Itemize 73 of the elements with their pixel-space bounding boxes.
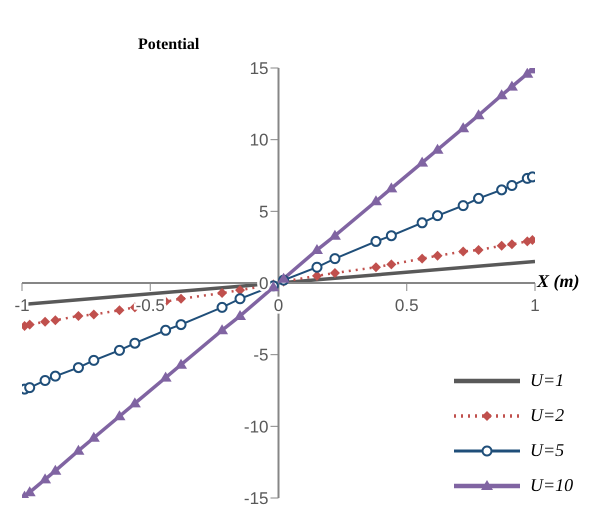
point [234, 310, 246, 320]
point [73, 310, 84, 321]
point [50, 315, 60, 326]
point [474, 245, 484, 256]
point [278, 272, 290, 283]
point [39, 473, 52, 484]
y-tick-label: 5 [259, 202, 268, 222]
point [385, 182, 398, 192]
point [128, 397, 141, 408]
x-tick-label: 1 [530, 296, 540, 316]
point [88, 354, 100, 366]
point [176, 319, 187, 330]
y-tick-label: 0 [259, 274, 268, 294]
point [40, 374, 51, 386]
point [432, 250, 443, 261]
point [330, 268, 340, 278]
y-tick-label: -5 [253, 346, 268, 365]
point [113, 410, 126, 420]
point [49, 464, 62, 475]
point [472, 109, 485, 120]
chart-title: Potential [138, 36, 200, 54]
legend-label: U=5 [530, 440, 566, 461]
y-tick-label: -10 [244, 417, 268, 436]
point [506, 80, 518, 91]
point [432, 210, 444, 222]
point [473, 192, 484, 204]
point [114, 305, 124, 316]
point [329, 253, 340, 264]
point [328, 230, 341, 240]
point [50, 370, 61, 382]
point [88, 432, 100, 442]
point [506, 239, 517, 250]
point [416, 156, 428, 167]
point [24, 382, 36, 394]
point [370, 195, 382, 206]
point [310, 244, 323, 254]
point [160, 324, 172, 336]
point [386, 259, 396, 270]
point [386, 230, 397, 242]
point [176, 294, 186, 304]
point [217, 288, 228, 298]
point [72, 362, 84, 374]
point [72, 444, 84, 455]
point [216, 302, 228, 313]
point [311, 262, 322, 273]
legend-label: U=2 [530, 405, 566, 426]
point [496, 89, 508, 100]
point [458, 200, 469, 212]
point [506, 180, 518, 192]
point [458, 246, 468, 256]
point [114, 344, 125, 356]
point [129, 338, 140, 349]
point [457, 122, 470, 132]
point [88, 310, 99, 320]
point [416, 217, 428, 228]
point [496, 240, 507, 251]
x-tick-label: 0.5 [394, 296, 419, 316]
point [417, 254, 428, 264]
point [40, 316, 50, 327]
legend-label: U=1 [530, 370, 566, 391]
x-axis-title: X (m) [537, 271, 580, 292]
legend-label: U=10 [530, 475, 574, 496]
point [234, 293, 246, 304]
y-tick-label: 15 [250, 59, 268, 78]
point [370, 236, 382, 247]
point [216, 324, 228, 334]
point [370, 262, 381, 272]
point [432, 144, 444, 154]
y-tick-label: -15 [244, 489, 268, 508]
point [496, 184, 508, 196]
point [175, 358, 188, 369]
point [160, 372, 172, 382]
y-tick-label: 10 [250, 130, 268, 150]
